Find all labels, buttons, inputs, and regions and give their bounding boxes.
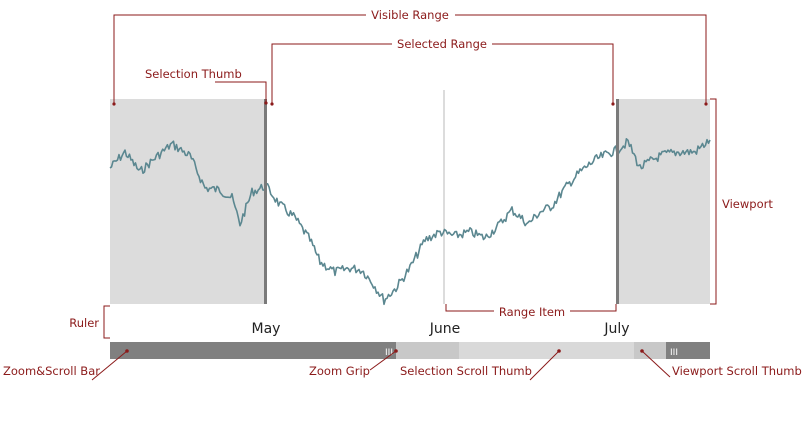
ruler-label-june: June [429,321,461,337]
selection-thumb-left[interactable] [264,99,267,304]
viewport-bracket [710,98,717,305]
zoom-scroll-bar-label: Zoom&Scroll Bar [3,364,100,378]
selected-range-bracket [271,43,392,104]
series-line [109,138,711,306]
selected-range-label: Selected Range [397,37,487,51]
scroll-dark-right [666,342,710,359]
range-item-bracket-right [570,304,617,312]
selection-scroll-thumb-leader [529,350,560,381]
range-item-bracket [445,304,494,312]
range-item-label: Range Item [499,305,565,319]
ruler-bracket [103,305,110,339]
dot-selected-right [611,102,615,106]
dot-zoom-grip [394,349,398,353]
visible-range-bracket-right [455,14,707,104]
dot-selected-left [270,102,274,106]
dot-selection-thumb [264,101,268,105]
unselected-region-left [110,99,266,304]
selection-thumb-right[interactable] [616,99,619,304]
viewport-scroll-thumb-label: Viewport Scroll Thumb [672,364,802,378]
scroll-dark-left [110,342,396,359]
zoom-grip-glyph[interactable]: III [385,348,393,358]
zoom-grip-leader [369,350,397,371]
ruler-label-may: May [252,321,281,337]
dot-viewport-scroll-thumb [640,349,644,353]
selection-scroll-thumb-label: Selection Scroll Thumb [400,364,532,378]
callout-lines [91,14,717,381]
dot-selection-scroll-thumb [557,349,561,353]
ruler-callout-label: Ruler [69,316,99,330]
visible-range-bracket [113,14,366,104]
selection-thumb-label: Selection Thumb [145,67,242,81]
ruler-label-july: July [603,321,629,337]
zoom-grip-label: Zoom Grip [309,364,370,378]
selection-scroll-thumb[interactable] [459,342,634,359]
unselected-region-right [617,99,710,304]
callout-dots [112,101,708,353]
dot-zoom-scroll-bar [125,349,129,353]
dot-visible-left [112,102,116,106]
selection-scroll-thumb-left-part[interactable] [396,342,459,359]
zoom-scroll-bar-leader [91,350,128,381]
viewport-scroll-thumb[interactable] [634,342,666,359]
selection-thumb-leader [215,81,267,103]
viewport-scroll-thumb-leader [641,350,671,378]
viewport-grip-glyph[interactable]: III [670,348,678,358]
zoom-scroll-bar[interactable]: III III [110,342,710,359]
visible-range-label: Visible Range [371,8,449,22]
dot-visible-right [704,102,708,106]
selected-range-bracket-right [492,43,614,104]
viewport-label: Viewport [722,197,773,211]
